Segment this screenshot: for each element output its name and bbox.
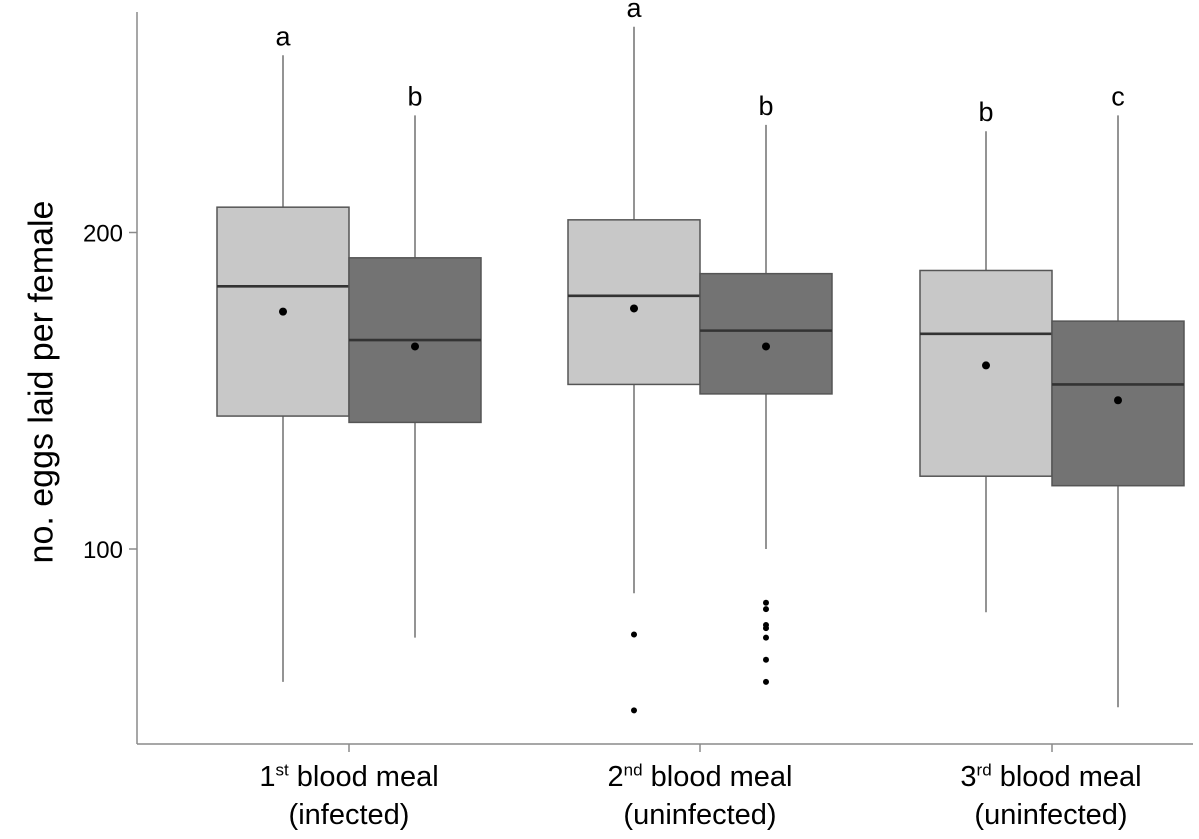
significance-letter-3: a: [626, 0, 642, 23]
box-5: b: [919, 97, 1053, 613]
significance-letter-5: b: [978, 97, 993, 127]
x-category-2-line2: (uninfected): [623, 799, 777, 831]
box-4: b: [699, 91, 833, 685]
mean-point-3: [630, 304, 638, 313]
x-category-1-line2: (infected): [288, 799, 410, 831]
y-tick-label-200: 200: [83, 221, 123, 248]
significance-letter-6: c: [1111, 81, 1125, 111]
outlier-point-4-1: [763, 599, 769, 606]
box-series: a b a b b c: [216, 0, 1185, 714]
y-axis-label: no. eggs laid per female: [22, 200, 61, 564]
outlier-point-4-6: [763, 656, 769, 663]
y-tick-label-100: 100: [83, 537, 123, 564]
x-category-3: 3rd blood meal (uninfected): [901, 758, 1199, 834]
significance-letter-4: b: [758, 91, 773, 121]
outlier-point-4-7: [763, 678, 769, 685]
mean-point-1: [279, 307, 287, 316]
x-category-1-line1: 1st blood meal: [259, 760, 439, 793]
box-body-3: [567, 219, 701, 386]
axes: 100 200: [83, 12, 1193, 752]
outlier-point-4-2: [763, 606, 769, 613]
x-category-3-line1: 3rd blood meal: [960, 760, 1142, 793]
x-category-3-line2: (uninfected): [974, 799, 1128, 831]
box-1: a: [216, 21, 350, 682]
x-category-2-line1: 2nd blood meal: [607, 760, 793, 793]
significance-letter-1: a: [275, 21, 291, 51]
box-3: a: [567, 0, 701, 714]
mean-point-2: [411, 342, 419, 351]
box-6: c: [1051, 81, 1185, 708]
box-body-4: [699, 272, 833, 395]
outlier-point-4-4: [763, 625, 769, 632]
significance-letter-2: b: [407, 81, 422, 111]
mean-point-4: [762, 342, 770, 351]
outlier-point-4-5: [763, 634, 769, 641]
mean-point-5: [982, 361, 990, 370]
box-2: b: [348, 81, 482, 638]
outlier-point-3-2: [631, 707, 637, 714]
mean-point-6: [1114, 396, 1122, 405]
x-category-1: 1st blood meal (infected): [199, 758, 499, 834]
x-category-2: 2nd blood meal (uninfected): [550, 758, 850, 834]
outlier-point-3-1: [631, 631, 637, 638]
box-body-5: [919, 269, 1053, 477]
